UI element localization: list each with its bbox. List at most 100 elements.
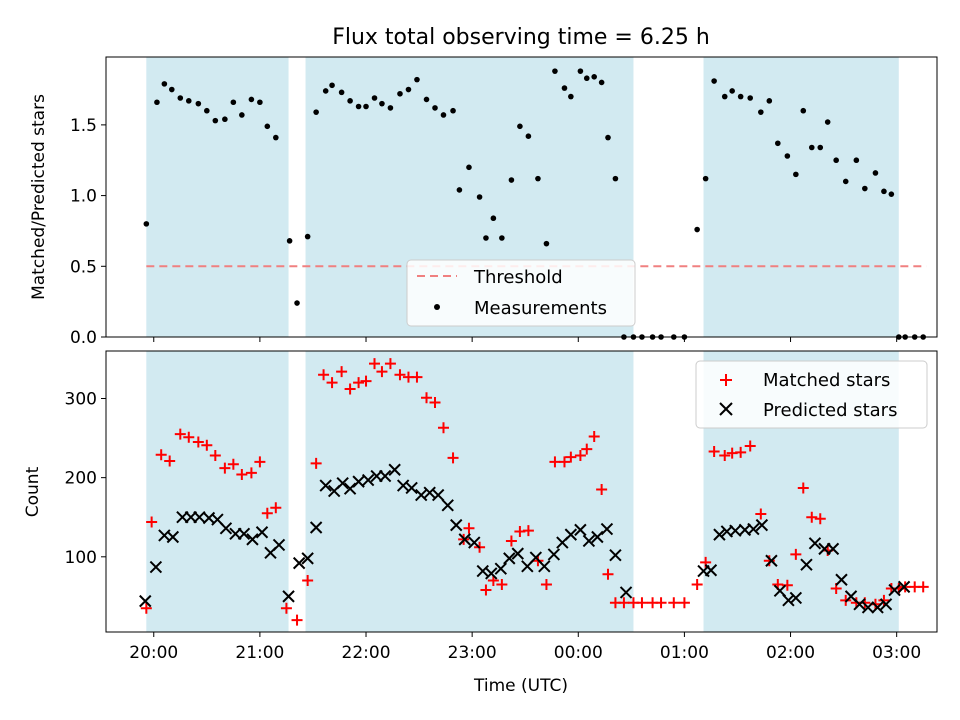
predicted-star-point xyxy=(282,590,295,603)
matched-star-point xyxy=(878,594,890,606)
matched-star-point xyxy=(755,508,767,520)
matched-star-point xyxy=(781,579,793,591)
predicted-star-point xyxy=(352,475,365,488)
matched-star-point xyxy=(522,525,534,537)
measurement-point xyxy=(525,133,532,139)
ratio-legend-box xyxy=(406,259,636,327)
x-tick-label: 01:00 xyxy=(660,643,709,663)
measurement-point xyxy=(456,187,463,193)
matched-star-point xyxy=(668,597,680,609)
predicted-star-point xyxy=(272,538,286,552)
matched-star-point xyxy=(394,369,406,381)
matched-star-point xyxy=(588,430,600,442)
count-plot-frame xyxy=(105,350,938,633)
matched-star-point xyxy=(369,358,381,370)
matched-star-point xyxy=(558,456,570,468)
matched-star-point xyxy=(155,449,167,461)
predicted-star-point xyxy=(494,562,508,575)
measurement-point xyxy=(450,107,456,114)
x-tick-label: 00:00 xyxy=(554,643,603,663)
measurement-point xyxy=(758,109,764,115)
measurement-point xyxy=(204,107,210,114)
matched-star-point xyxy=(744,440,756,452)
matched-star-point xyxy=(254,456,266,468)
measurement-point xyxy=(561,85,568,91)
measurement-point xyxy=(808,144,815,151)
measurement-point xyxy=(169,86,175,93)
measurement-point xyxy=(543,240,550,247)
measurement-point xyxy=(363,103,369,110)
matched-star-point xyxy=(719,449,731,461)
predicted-star-point xyxy=(704,564,718,577)
matched-star-point xyxy=(270,502,282,514)
measurement-point xyxy=(161,81,168,87)
chart-title: Flux total observing time = 6.25 h xyxy=(332,25,710,50)
matched-star-point xyxy=(291,614,303,626)
predicted-star-point xyxy=(582,534,596,548)
matched-star-point xyxy=(201,439,213,451)
measurement-point xyxy=(535,175,541,182)
count-legend: Matched stars Predicted stars xyxy=(695,360,928,429)
matched-star-point xyxy=(917,581,929,593)
y-tick-label: 100 xyxy=(65,548,97,568)
matched-star-point xyxy=(581,443,593,455)
measurement-point xyxy=(605,134,611,141)
measurement-point xyxy=(212,117,219,124)
measurement-point xyxy=(286,238,293,244)
matched-star-point xyxy=(602,568,614,580)
matched-star-point xyxy=(344,383,356,395)
matched-star-point xyxy=(174,428,186,440)
predicted-star-point xyxy=(336,476,349,490)
ratio-x-ticks xyxy=(153,337,898,342)
matched-star-point xyxy=(655,597,667,609)
measurement-point xyxy=(387,105,394,111)
measurement-point xyxy=(862,185,868,192)
measurement-point xyxy=(833,157,839,164)
predicted-star-point xyxy=(765,554,778,567)
y-tick-label: 300 xyxy=(65,389,97,409)
observing-window-band xyxy=(146,57,289,337)
matched-star-point xyxy=(336,366,348,378)
predicted-star-point xyxy=(309,521,323,534)
measurement-point xyxy=(737,93,744,100)
matched-star-point xyxy=(384,358,396,370)
legend-measurement-label: Measurements xyxy=(474,298,607,319)
measurement-point xyxy=(248,96,255,103)
measurement-point xyxy=(591,73,597,80)
measurement-point xyxy=(294,300,300,306)
measurement-point xyxy=(304,233,311,240)
observing-window-band xyxy=(703,57,899,337)
measurement-point xyxy=(371,95,378,101)
matched-star-point xyxy=(310,457,322,469)
measurement-point xyxy=(483,235,489,241)
measurement-point xyxy=(824,119,831,125)
measurement-point xyxy=(177,95,184,101)
matched-star-point xyxy=(496,579,508,591)
matched-star-point xyxy=(183,431,195,443)
predicted-star-point xyxy=(547,548,561,561)
predicted-star-point xyxy=(405,481,418,495)
y-tick-label: 0.0 xyxy=(70,328,97,348)
measurement-point xyxy=(185,98,192,104)
predicted-star-point xyxy=(139,594,152,608)
measurement-point xyxy=(397,90,403,97)
measurement-point xyxy=(414,76,420,83)
matched-star-point xyxy=(463,522,475,534)
predicted-star-point xyxy=(378,469,392,483)
matched-star-point xyxy=(209,449,221,461)
matched-star-point xyxy=(192,436,204,448)
measurement-point xyxy=(784,153,791,159)
measurement-point xyxy=(568,93,574,100)
matched-star-point xyxy=(540,579,552,591)
matched-star-point xyxy=(790,548,802,560)
measurement-point xyxy=(577,68,584,74)
matched-star-point xyxy=(505,535,517,547)
legend-threshold-label: Threshold xyxy=(473,267,563,288)
measurement-point xyxy=(766,98,773,104)
matched-star-point xyxy=(164,455,176,467)
matched-star-point xyxy=(318,369,330,381)
legend-measurement-swatch xyxy=(434,304,440,310)
matched-star-point xyxy=(565,451,577,463)
measurement-point xyxy=(729,88,735,94)
matched-star-point xyxy=(245,467,257,479)
